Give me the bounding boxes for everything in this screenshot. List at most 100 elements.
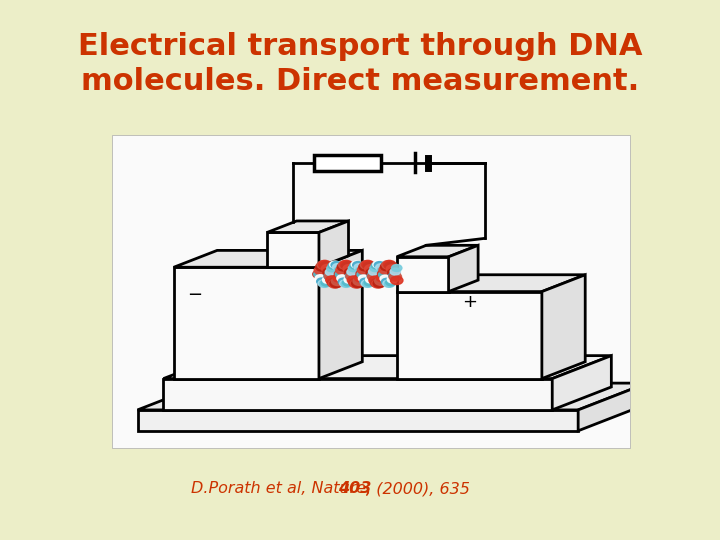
- Circle shape: [389, 272, 399, 279]
- Circle shape: [328, 280, 341, 288]
- Polygon shape: [397, 292, 542, 379]
- Circle shape: [390, 276, 403, 285]
- Circle shape: [366, 268, 379, 276]
- Circle shape: [340, 280, 350, 287]
- Circle shape: [351, 261, 361, 268]
- Polygon shape: [578, 383, 647, 431]
- Circle shape: [331, 261, 341, 268]
- Circle shape: [364, 279, 374, 286]
- Polygon shape: [267, 232, 319, 267]
- Circle shape: [389, 273, 402, 281]
- Polygon shape: [138, 383, 647, 410]
- Text: +: +: [462, 293, 477, 311]
- Circle shape: [387, 268, 400, 277]
- Circle shape: [386, 279, 396, 286]
- Circle shape: [373, 279, 386, 287]
- Circle shape: [343, 265, 356, 273]
- Circle shape: [347, 268, 357, 275]
- Circle shape: [315, 275, 325, 282]
- Circle shape: [369, 276, 382, 285]
- Polygon shape: [163, 356, 611, 379]
- Circle shape: [340, 260, 353, 269]
- Circle shape: [382, 278, 392, 285]
- Circle shape: [348, 265, 359, 272]
- Circle shape: [379, 271, 389, 278]
- Circle shape: [317, 261, 330, 269]
- Circle shape: [367, 273, 380, 281]
- Circle shape: [380, 275, 390, 282]
- Circle shape: [327, 265, 337, 272]
- Circle shape: [325, 268, 336, 275]
- Circle shape: [356, 269, 369, 278]
- Circle shape: [382, 261, 395, 269]
- Circle shape: [347, 276, 360, 285]
- Circle shape: [376, 264, 386, 271]
- Circle shape: [336, 266, 348, 274]
- Circle shape: [327, 279, 340, 287]
- Circle shape: [334, 270, 347, 278]
- Circle shape: [320, 261, 333, 270]
- Circle shape: [343, 279, 353, 286]
- Circle shape: [379, 266, 392, 274]
- Circle shape: [359, 275, 369, 282]
- Circle shape: [370, 265, 380, 272]
- Circle shape: [330, 261, 340, 268]
- Circle shape: [353, 277, 366, 286]
- Circle shape: [320, 280, 330, 287]
- Circle shape: [351, 279, 364, 287]
- Polygon shape: [267, 221, 348, 232]
- Circle shape: [341, 262, 354, 270]
- Polygon shape: [174, 251, 362, 267]
- Circle shape: [353, 261, 363, 268]
- Circle shape: [369, 268, 379, 275]
- Circle shape: [354, 264, 364, 271]
- Circle shape: [324, 273, 334, 280]
- Circle shape: [361, 280, 372, 287]
- Circle shape: [321, 265, 334, 273]
- Polygon shape: [397, 257, 449, 292]
- Polygon shape: [397, 275, 585, 292]
- Circle shape: [373, 261, 383, 268]
- Text: −: −: [187, 286, 202, 304]
- Polygon shape: [319, 221, 348, 267]
- Circle shape: [337, 275, 347, 282]
- Circle shape: [392, 265, 402, 272]
- Circle shape: [344, 268, 357, 276]
- Circle shape: [344, 276, 354, 283]
- Circle shape: [318, 280, 328, 287]
- Circle shape: [325, 276, 338, 284]
- Circle shape: [314, 266, 327, 274]
- Circle shape: [315, 263, 328, 271]
- Circle shape: [348, 279, 361, 287]
- Circle shape: [336, 271, 346, 278]
- Circle shape: [333, 264, 343, 271]
- Circle shape: [324, 272, 337, 280]
- Text: Electrical transport through DNA
molecules. Direct measurement.: Electrical transport through DNA molecul…: [78, 32, 642, 96]
- Circle shape: [318, 260, 331, 269]
- Circle shape: [377, 269, 390, 278]
- Circle shape: [386, 265, 399, 273]
- Circle shape: [384, 262, 397, 270]
- Circle shape: [338, 261, 351, 269]
- Circle shape: [334, 267, 344, 274]
- Circle shape: [321, 279, 331, 286]
- Text: D.Porath et al, Nature,: D.Porath et al, Nature,: [191, 481, 376, 496]
- Circle shape: [387, 276, 397, 283]
- Circle shape: [350, 280, 363, 288]
- Circle shape: [366, 276, 376, 283]
- Text: , (2000), 635: , (2000), 635: [366, 481, 469, 496]
- Circle shape: [328, 262, 338, 269]
- Circle shape: [377, 267, 387, 274]
- Circle shape: [337, 262, 350, 271]
- Circle shape: [346, 272, 359, 281]
- Polygon shape: [552, 356, 611, 410]
- Circle shape: [380, 262, 393, 271]
- Circle shape: [370, 279, 383, 287]
- Circle shape: [390, 268, 400, 275]
- Circle shape: [376, 274, 389, 282]
- Circle shape: [360, 261, 373, 269]
- Circle shape: [364, 265, 377, 273]
- Circle shape: [323, 268, 336, 276]
- Circle shape: [338, 278, 348, 285]
- Circle shape: [357, 266, 370, 274]
